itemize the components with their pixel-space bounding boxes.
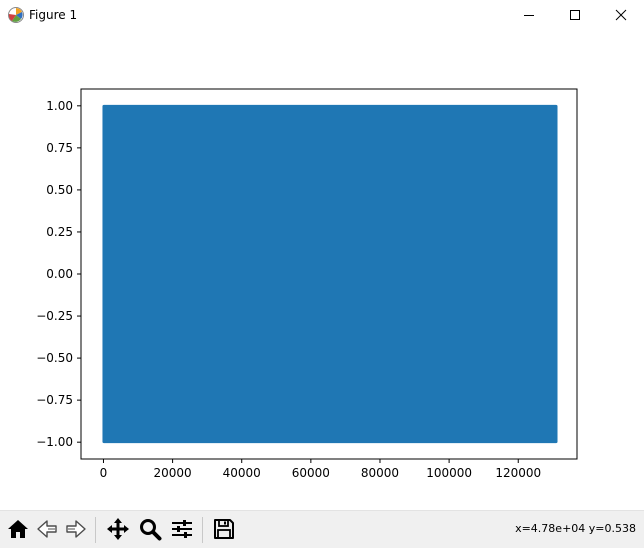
series-line-0: [102, 104, 558, 444]
x-tick-label: 0: [100, 466, 108, 480]
plot-svg[interactable]: 0 20000 40000 60000 80000 100000 120000 1.00 0.…: [0, 30, 644, 510]
y-tick-label: 0.50: [46, 183, 73, 197]
forward-button[interactable]: [62, 515, 90, 543]
y-tick-label: 0.00: [46, 267, 73, 281]
x-tick-label: 20000: [154, 466, 192, 480]
maximize-button[interactable]: [552, 0, 598, 30]
y-tick-label: −0.50: [36, 351, 73, 365]
minimize-button[interactable]: [506, 0, 552, 30]
matplotlib-icon: [8, 7, 24, 23]
magnifier-icon: [140, 519, 162, 541]
sliders-icon: [172, 520, 192, 538]
cursor-coordinates: x=4.78e+04 y=0.538: [515, 522, 636, 535]
back-button[interactable]: [33, 515, 61, 543]
y-tick-label: −0.25: [36, 309, 73, 323]
toolbar-separator: [95, 517, 96, 543]
move-icon: [107, 518, 129, 540]
x-tick-label: 40000: [223, 466, 261, 480]
window-title: Figure 1: [29, 8, 78, 22]
close-icon: [615, 9, 627, 21]
minimize-icon: [524, 15, 534, 16]
home-button[interactable]: [4, 515, 32, 543]
forward-arrow-icon: [66, 520, 86, 538]
y-tick-label: 0.75: [46, 141, 73, 155]
title-bar: Figure 1: [0, 0, 644, 30]
figure-canvas[interactable]: 0 20000 40000 60000 80000 100000 120000 1.00 0.…: [0, 30, 644, 510]
maximize-icon: [570, 10, 580, 20]
zoom-button[interactable]: [136, 515, 164, 543]
home-icon: [8, 520, 28, 538]
x-tick-label: 120000: [495, 466, 541, 480]
save-button[interactable]: [210, 515, 238, 543]
y-tick-label: 0.25: [46, 225, 73, 239]
configure-subplots-button[interactable]: [168, 515, 196, 543]
x-tick-label: 80000: [361, 466, 399, 480]
y-tick-label: 1.00: [46, 99, 73, 113]
navigation-toolbar: x=4.78e+04 y=0.538: [0, 510, 644, 548]
floppy-disk-icon: [214, 519, 234, 539]
close-button[interactable]: [598, 0, 644, 30]
x-tick-label: 100000: [426, 466, 472, 480]
y-tick-label: −1.00: [36, 435, 73, 449]
y-tick-label: −0.75: [36, 393, 73, 407]
toolbar-separator: [202, 517, 203, 543]
x-tick-label: 60000: [292, 466, 330, 480]
back-arrow-icon: [37, 520, 57, 538]
pan-button[interactable]: [104, 515, 132, 543]
